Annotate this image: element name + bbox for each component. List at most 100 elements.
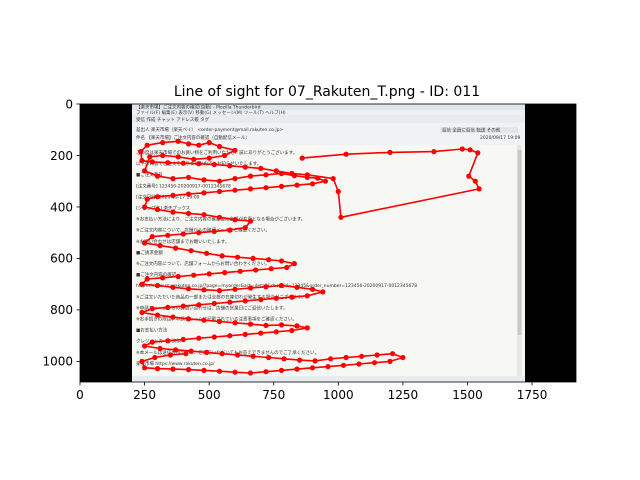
gaze-point <box>149 159 155 165</box>
gaze-point <box>144 142 150 148</box>
status-bar <box>132 376 525 382</box>
gaze-point <box>139 309 145 316</box>
gaze-point <box>309 286 316 292</box>
gaze-point <box>165 160 171 166</box>
body-line: ※ご注文内容について、店舗からの確認メールをご確認ください。 <box>136 227 270 234</box>
gaze-point <box>175 154 181 160</box>
y-tick-label: 200 <box>50 149 73 163</box>
gaze-point <box>222 152 228 159</box>
gaze-point <box>278 183 285 189</box>
gaze-point <box>338 214 344 220</box>
y-tick-label: 0 <box>65 97 73 111</box>
menu-text: ファイル(F) 編集(E) 表示(V) 移動(G) メッセージ(M) ツール(T… <box>136 109 286 116</box>
gaze-point <box>170 192 176 198</box>
gaze-point <box>185 286 192 292</box>
gaze-point <box>188 248 194 254</box>
gaze-point <box>185 316 192 322</box>
gaze-point <box>196 230 202 236</box>
gaze-point <box>232 176 238 182</box>
body-line: ■ご注文番号 <box>136 171 163 178</box>
gaze-point <box>196 302 202 308</box>
gaze-point <box>273 329 279 335</box>
gaze-point <box>472 178 478 184</box>
gaze-point <box>185 210 192 216</box>
body-line: ※お手続きの際は、申請フォームに記載されている注意事項をご確認ください。 <box>136 316 297 323</box>
gaze-point <box>268 266 274 272</box>
gaze-point <box>180 303 186 309</box>
gaze-point <box>242 298 248 304</box>
gaze-point <box>387 149 393 155</box>
gaze-point <box>180 336 186 343</box>
gaze-point <box>149 234 155 240</box>
gaze-point <box>237 268 243 274</box>
gaze-point <box>149 306 155 312</box>
reply-buttons-text: 返信 全員に返信 転送 その他 <box>442 127 501 134</box>
gaze-point <box>211 334 217 340</box>
gaze-point <box>201 212 207 218</box>
x-tick-label: 1000 <box>323 388 354 402</box>
gaze-point <box>247 173 254 179</box>
reply-buttons <box>440 127 518 133</box>
gaze-point <box>211 300 217 307</box>
gaze-point <box>167 352 173 358</box>
y-tick-label: 400 <box>50 200 73 214</box>
gaze-point <box>170 209 176 215</box>
gaze-point <box>201 367 207 373</box>
y-tick-label: 800 <box>50 303 73 317</box>
gaze-point <box>294 323 300 329</box>
gaze-point <box>157 243 163 249</box>
gaze-point <box>222 270 228 276</box>
gaze-point <box>216 318 223 325</box>
gaze-point <box>475 150 481 156</box>
gaze-point <box>359 353 365 359</box>
gaze-point <box>180 231 186 237</box>
gaze-point <box>216 214 223 220</box>
gaze-point <box>242 225 248 231</box>
gaze-point <box>247 186 254 192</box>
gaze-point <box>204 250 210 256</box>
gaze-point <box>206 140 212 146</box>
x-tick-label: 750 <box>262 388 285 402</box>
gaze-point <box>160 275 166 281</box>
gaze-point <box>216 288 223 294</box>
body-line: [注文番号] 123456-20200917-0012345678 <box>136 182 231 189</box>
gaze-point <box>263 322 269 328</box>
gaze-point <box>387 358 393 364</box>
gaze-point <box>284 264 290 271</box>
gaze-point <box>196 335 202 341</box>
gaze-point <box>147 154 153 160</box>
gaze-point <box>165 232 171 238</box>
gaze-point <box>160 140 166 146</box>
body-line: ※ご注文内容について、店舗フォームからお問い合わせください。 <box>136 260 270 267</box>
gaze-point <box>266 354 272 361</box>
gaze-point <box>157 345 163 352</box>
gaze-point <box>142 343 148 349</box>
gaze-point <box>250 353 256 359</box>
gaze-point <box>170 284 176 290</box>
gaze-point <box>154 282 161 289</box>
gaze-point <box>232 147 238 153</box>
gaze-point <box>154 312 161 318</box>
header-subject: 件名 【楽天市場】ご注文内容の確認（自動配信メール） <box>136 134 250 141</box>
gaze-point <box>206 271 212 277</box>
gaze-point <box>476 186 482 192</box>
gaze-point <box>201 190 207 196</box>
body-line: ※お問い合わせは店舗までお願いいたします。 <box>136 238 229 245</box>
gaze-point <box>320 289 326 295</box>
gaze-point <box>196 142 202 148</box>
gaze-point <box>139 281 145 287</box>
gaze-point <box>154 173 161 179</box>
gaze-point <box>185 191 192 197</box>
gaze-point <box>170 176 176 182</box>
gaze-point <box>467 147 473 153</box>
gaze-point <box>247 285 254 291</box>
gaze-point <box>175 138 181 144</box>
gaze-point <box>304 174 310 180</box>
gaze-point <box>315 175 321 181</box>
x-tick-label: 1250 <box>388 388 419 402</box>
body-line: この度は楽天市場でのお買い物をご利用いただき、誠にありがとうございます。 <box>136 149 297 156</box>
gaze-point <box>263 185 269 191</box>
email-screenshot: 【楽天市場】ご注文内容の確認(自動) - Mozilla Thunderbird… <box>132 104 525 382</box>
gaze-point <box>160 152 166 159</box>
